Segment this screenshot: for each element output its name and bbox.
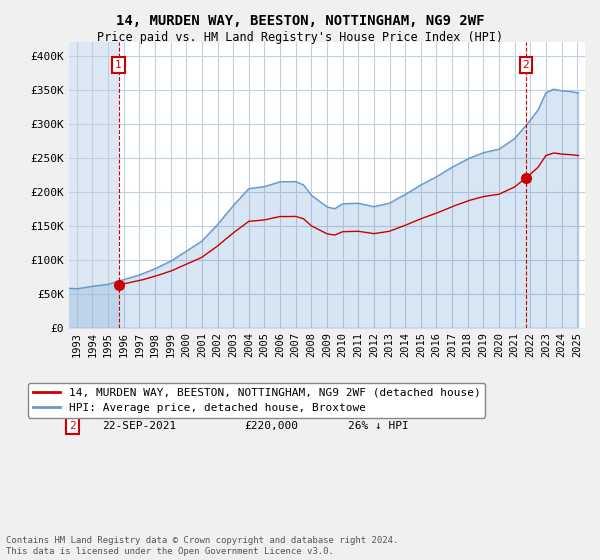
Text: 22-SEP-2021: 22-SEP-2021 — [103, 421, 177, 431]
Text: 14, MURDEN WAY, BEESTON, NOTTINGHAM, NG9 2WF: 14, MURDEN WAY, BEESTON, NOTTINGHAM, NG9… — [116, 14, 484, 28]
Text: 9% ↓ HPI: 9% ↓ HPI — [347, 404, 401, 414]
Legend: 14, MURDEN WAY, BEESTON, NOTTINGHAM, NG9 2WF (detached house), HPI: Average pric: 14, MURDEN WAY, BEESTON, NOTTINGHAM, NG9… — [28, 383, 485, 418]
Text: 1: 1 — [69, 404, 76, 414]
Text: Price paid vs. HM Land Registry's House Price Index (HPI): Price paid vs. HM Land Registry's House … — [97, 31, 503, 44]
Text: 2: 2 — [69, 421, 76, 431]
Text: 1: 1 — [115, 60, 122, 70]
Text: £220,000: £220,000 — [244, 421, 298, 431]
Text: 26% ↓ HPI: 26% ↓ HPI — [347, 421, 409, 431]
Text: Contains HM Land Registry data © Crown copyright and database right 2024.
This d: Contains HM Land Registry data © Crown c… — [6, 536, 398, 556]
Text: 2: 2 — [523, 60, 529, 70]
Text: £63,000: £63,000 — [244, 404, 292, 414]
Bar — [69, 42, 119, 328]
Text: 04-SEP-1995: 04-SEP-1995 — [103, 404, 177, 414]
